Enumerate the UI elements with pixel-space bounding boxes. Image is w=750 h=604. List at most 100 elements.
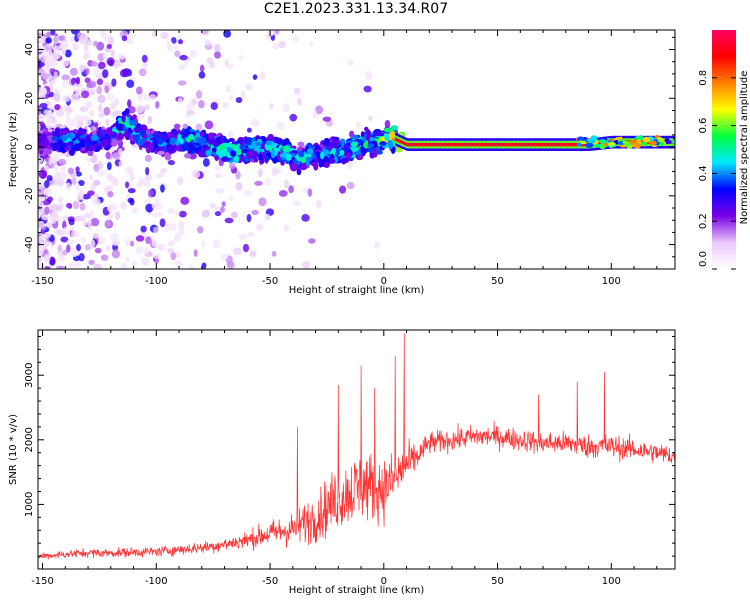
spectrogram-cell — [145, 203, 154, 213]
spectrogram-cell — [537, 142, 540, 147]
spectrogram-cell — [299, 164, 308, 171]
spectrogram-cell — [438, 142, 441, 147]
spectrogram-cell — [199, 130, 205, 138]
spectrogram-cell — [80, 236, 87, 245]
spectrogram-cell — [323, 161, 330, 168]
spectrogram-cell — [463, 142, 466, 147]
spectrogram-cell — [66, 239, 75, 245]
spectrogram-cell — [79, 34, 84, 44]
spectrogram-cell — [117, 53, 126, 60]
spectrogram-cell — [62, 249, 68, 256]
spectrogram-cell — [88, 225, 93, 232]
spectrogram-cell — [556, 142, 559, 147]
spectrogram-cell — [259, 71, 266, 81]
spectrogram-cell — [423, 142, 426, 147]
spectrogram-cell — [528, 142, 531, 147]
spectrogram-cell — [558, 142, 561, 147]
spectrogram-cell — [81, 219, 87, 227]
spectrogram-cell — [211, 147, 217, 153]
spectrogram-cell — [85, 101, 93, 109]
spectrogram-cell — [298, 150, 305, 158]
spectrogram-cell — [79, 64, 85, 73]
spectrogram-cell — [396, 138, 399, 142]
spectrogram-cell — [94, 198, 101, 206]
spectrogram-cell — [39, 87, 48, 96]
spectrogram-y-axis-label: Frequency (Hz) — [8, 112, 19, 188]
spectrogram-cell — [519, 142, 522, 147]
spectrogram-cell — [214, 173, 222, 179]
spectrogram-cell — [331, 147, 336, 153]
spectrogram-cell — [390, 125, 399, 131]
spectrogram-cell — [44, 148, 53, 155]
spectrogram-cell — [526, 142, 529, 147]
spectrogram-cell — [403, 141, 406, 145]
spectrogram-cell — [112, 240, 121, 246]
spectrogram-cell — [136, 138, 145, 146]
spectrogram-cell — [224, 58, 229, 67]
spectrogram-cell — [106, 93, 115, 101]
spectrogram-cell — [104, 85, 110, 94]
spectrogram-cell — [88, 259, 95, 266]
spectrogram-cell — [649, 140, 657, 146]
spectrogram-cell — [43, 188, 53, 196]
spectrogram-cell — [180, 131, 187, 138]
spectrogram-cell — [468, 142, 471, 147]
spectrogram-cell — [127, 127, 132, 135]
spectrogram-cell — [134, 126, 139, 134]
spectrogram-frame — [37, 29, 676, 270]
spectrogram-cell — [221, 201, 226, 207]
spectrogram-cell — [110, 50, 115, 57]
spectrogram-cell — [103, 129, 108, 135]
colorbar-tick-label: 0.6 — [698, 118, 709, 134]
spectrogram-cell — [387, 140, 394, 150]
spectrogram-cell — [414, 142, 417, 147]
spectrogram-cell — [607, 142, 616, 147]
spectrogram-cell — [535, 142, 538, 147]
spectrogram-cell — [53, 93, 61, 102]
spectrogram-cell — [78, 252, 85, 262]
spectrogram-cell — [410, 142, 413, 147]
spectrogram-cell — [505, 142, 508, 147]
spectrogram-cell — [599, 141, 602, 146]
spectrogram-cell — [138, 68, 147, 77]
spectrogram-cell — [224, 217, 234, 224]
spectrogram-cell — [140, 131, 147, 136]
spectrogram-cell — [217, 144, 225, 151]
spectrogram-cell — [512, 142, 515, 147]
spectrogram-cell — [228, 130, 234, 139]
spectrogram-cell — [264, 213, 271, 221]
spectrogram-cell — [475, 142, 478, 147]
spectrogram-cell — [44, 266, 51, 269]
spectrogram-cell — [38, 212, 41, 218]
spectrogram-cell — [511, 142, 514, 147]
spectrogram-cell — [135, 235, 145, 242]
spectrogram-cell — [486, 142, 489, 147]
spectrogram-cell — [554, 142, 557, 147]
spectrogram-cell — [110, 233, 119, 242]
spectrogram-cell — [177, 176, 184, 186]
spectrogram-cell — [103, 106, 111, 116]
spectrogram-cell — [320, 151, 325, 160]
spectrogram-cell — [214, 211, 222, 217]
spectrogram-cell — [258, 197, 267, 207]
spectrogram-cell — [246, 213, 252, 223]
spectrogram-cell — [513, 142, 516, 147]
spectrogram-cell — [524, 142, 527, 147]
spectrogram-cell — [252, 74, 258, 80]
spectrogram-cell — [38, 207, 45, 214]
spectrogram-cell — [170, 252, 177, 261]
spectrogram-cell — [509, 142, 512, 147]
spectrogram-cell — [38, 44, 45, 53]
spectrogram-cell — [508, 142, 511, 147]
spectrogram-cell — [189, 144, 195, 152]
spectrogram-cell — [100, 254, 109, 261]
spectrogram-cell — [56, 179, 65, 187]
spectrogram-cell — [437, 142, 440, 147]
spectrogram-cell — [282, 145, 290, 153]
colorbar-tick-label: 0.2 — [698, 213, 709, 229]
spectrogram-cell — [657, 136, 663, 143]
spectrogram-cell — [126, 69, 132, 77]
spectrogram-cell — [177, 80, 187, 86]
spectrogram-cell — [197, 226, 204, 234]
spectrogram-cell — [155, 202, 163, 211]
